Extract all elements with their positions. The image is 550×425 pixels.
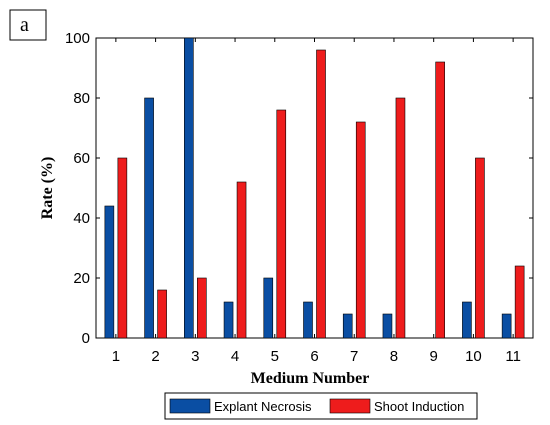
x-tick-label: 6 (310, 348, 318, 365)
bar-explant-necrosis-10 (462, 301, 472, 339)
panel-label-box: a (9, 9, 47, 41)
x-tick-label: 2 (151, 348, 159, 365)
bar-shoot-induction-6 (316, 49, 326, 339)
bar-explant-necrosis-3 (184, 37, 194, 339)
x-tick-label: 11 (505, 348, 521, 365)
bar-shoot-induction-9 (435, 61, 445, 339)
x-tick-label: 9 (430, 348, 438, 365)
y-tick-label: 0 (82, 330, 90, 347)
x-tick-label: 1 (112, 348, 120, 365)
x-axis-ticks: 1 2 3 4 5 6 7 8 9 10 11 (112, 38, 521, 365)
x-tick-label: 5 (271, 348, 279, 365)
bar-shoot-induction-4 (236, 181, 247, 339)
bar-explant-necrosis-4 (223, 301, 234, 339)
legend-swatch-explant-necrosis (169, 398, 211, 414)
x-tick-label: 8 (390, 348, 398, 365)
bar-explant-necrosis-5 (263, 277, 274, 339)
y-tick-label: 80 (73, 90, 90, 107)
bar-shoot-induction-2 (157, 289, 167, 339)
legend-swatch-shoot-induction (329, 398, 371, 414)
bar-shoot-induction-8 (395, 97, 406, 339)
bar-shoot-induction-11 (514, 265, 525, 339)
legend: Explant Necrosis Shoot Induction (164, 392, 478, 420)
y-tick-label: 60 (73, 150, 90, 167)
panel-label: a (20, 14, 29, 36)
x-tick-label: 3 (191, 348, 199, 365)
y-tick-label: 40 (73, 210, 90, 227)
bars (104, 37, 525, 339)
y-tick-label: 20 (73, 270, 90, 287)
bar-explant-necrosis-6 (303, 301, 313, 339)
legend-label-explant-necrosis: Explant Necrosis (214, 399, 312, 414)
y-axis-ticks: 0 20 40 60 80 100 (65, 30, 533, 347)
x-tick-label: 7 (350, 348, 358, 365)
legend-label-shoot-induction: Shoot Induction (374, 399, 464, 414)
x-tick-label: 10 (465, 348, 482, 365)
bar-shoot-induction-7 (355, 121, 366, 339)
bar-explant-necrosis-7 (342, 313, 353, 339)
x-tick-label: 4 (231, 348, 239, 365)
bar-shoot-induction-10 (475, 157, 485, 339)
x-axis-title: Medium Number (251, 370, 370, 387)
bar-shoot-induction-1 (117, 157, 128, 339)
y-tick-label: 100 (65, 30, 90, 47)
bar-explant-necrosis-8 (382, 313, 393, 339)
bar-shoot-induction-3 (197, 277, 207, 339)
bar-explant-necrosis-1 (104, 205, 115, 339)
y-axis-title: Rate (%) (39, 157, 56, 220)
bar-explant-necrosis-2 (144, 97, 154, 339)
bar-explant-necrosis-11 (501, 313, 512, 339)
legend-box (164, 392, 478, 420)
bar-shoot-induction-5 (276, 109, 287, 339)
